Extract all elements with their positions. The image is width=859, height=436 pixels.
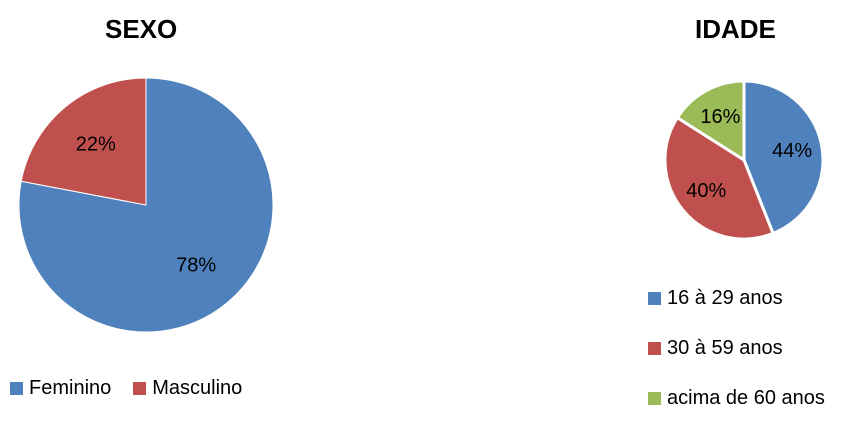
pie-label-1-2: 16% [700,106,740,128]
pie-slice-1-0 [742,79,825,235]
legend-label-30-59: 30 à 59 anos [667,337,783,359]
sexo-legend: Feminino Masculino [10,376,242,400]
legend-item-masculino: Masculino [133,376,242,400]
sexo-chart-title: SEXO [105,14,178,44]
legend-label-acima-60: acima de 60 anos [667,387,825,409]
pie-slice-0-1 [20,77,147,206]
pie-label-1-0: 44% [772,140,812,162]
pie-label-1-1: 40% [686,180,726,202]
legend-item-16-29: 16 à 29 anos [648,286,825,310]
legend-swatch-feminino [10,381,23,395]
idade-pie-chart: 44% 40% 16% [663,79,825,241]
legend-swatch-masculino [133,381,147,395]
pie-slice-1-1 [663,116,775,241]
pie-slice-1-2 [675,79,746,162]
idade-chart-title: IDADE [695,14,776,44]
legend-swatch-acima-60 [648,391,661,405]
legend-label-feminino: Feminino [29,377,112,399]
legend-item-feminino: Feminino [10,376,111,400]
legend-label-16-29: 16 à 29 anos [667,287,783,309]
sexo-pie-chart: 78% 22% [18,77,274,333]
legend-item-acima-60: acima de 60 anos [648,386,825,410]
legend-swatch-16-29 [648,291,661,305]
pie-label-0-1: 22% [76,133,116,155]
legend-swatch-30-59 [648,341,661,355]
legend-label-masculino: Masculino [152,377,243,399]
idade-legend: 16 à 29 anos 30 à 59 anos acima de 60 an… [648,286,825,436]
legend-item-30-59: 30 à 59 anos [648,336,825,360]
pie-label-0-0: 78% [176,255,216,277]
